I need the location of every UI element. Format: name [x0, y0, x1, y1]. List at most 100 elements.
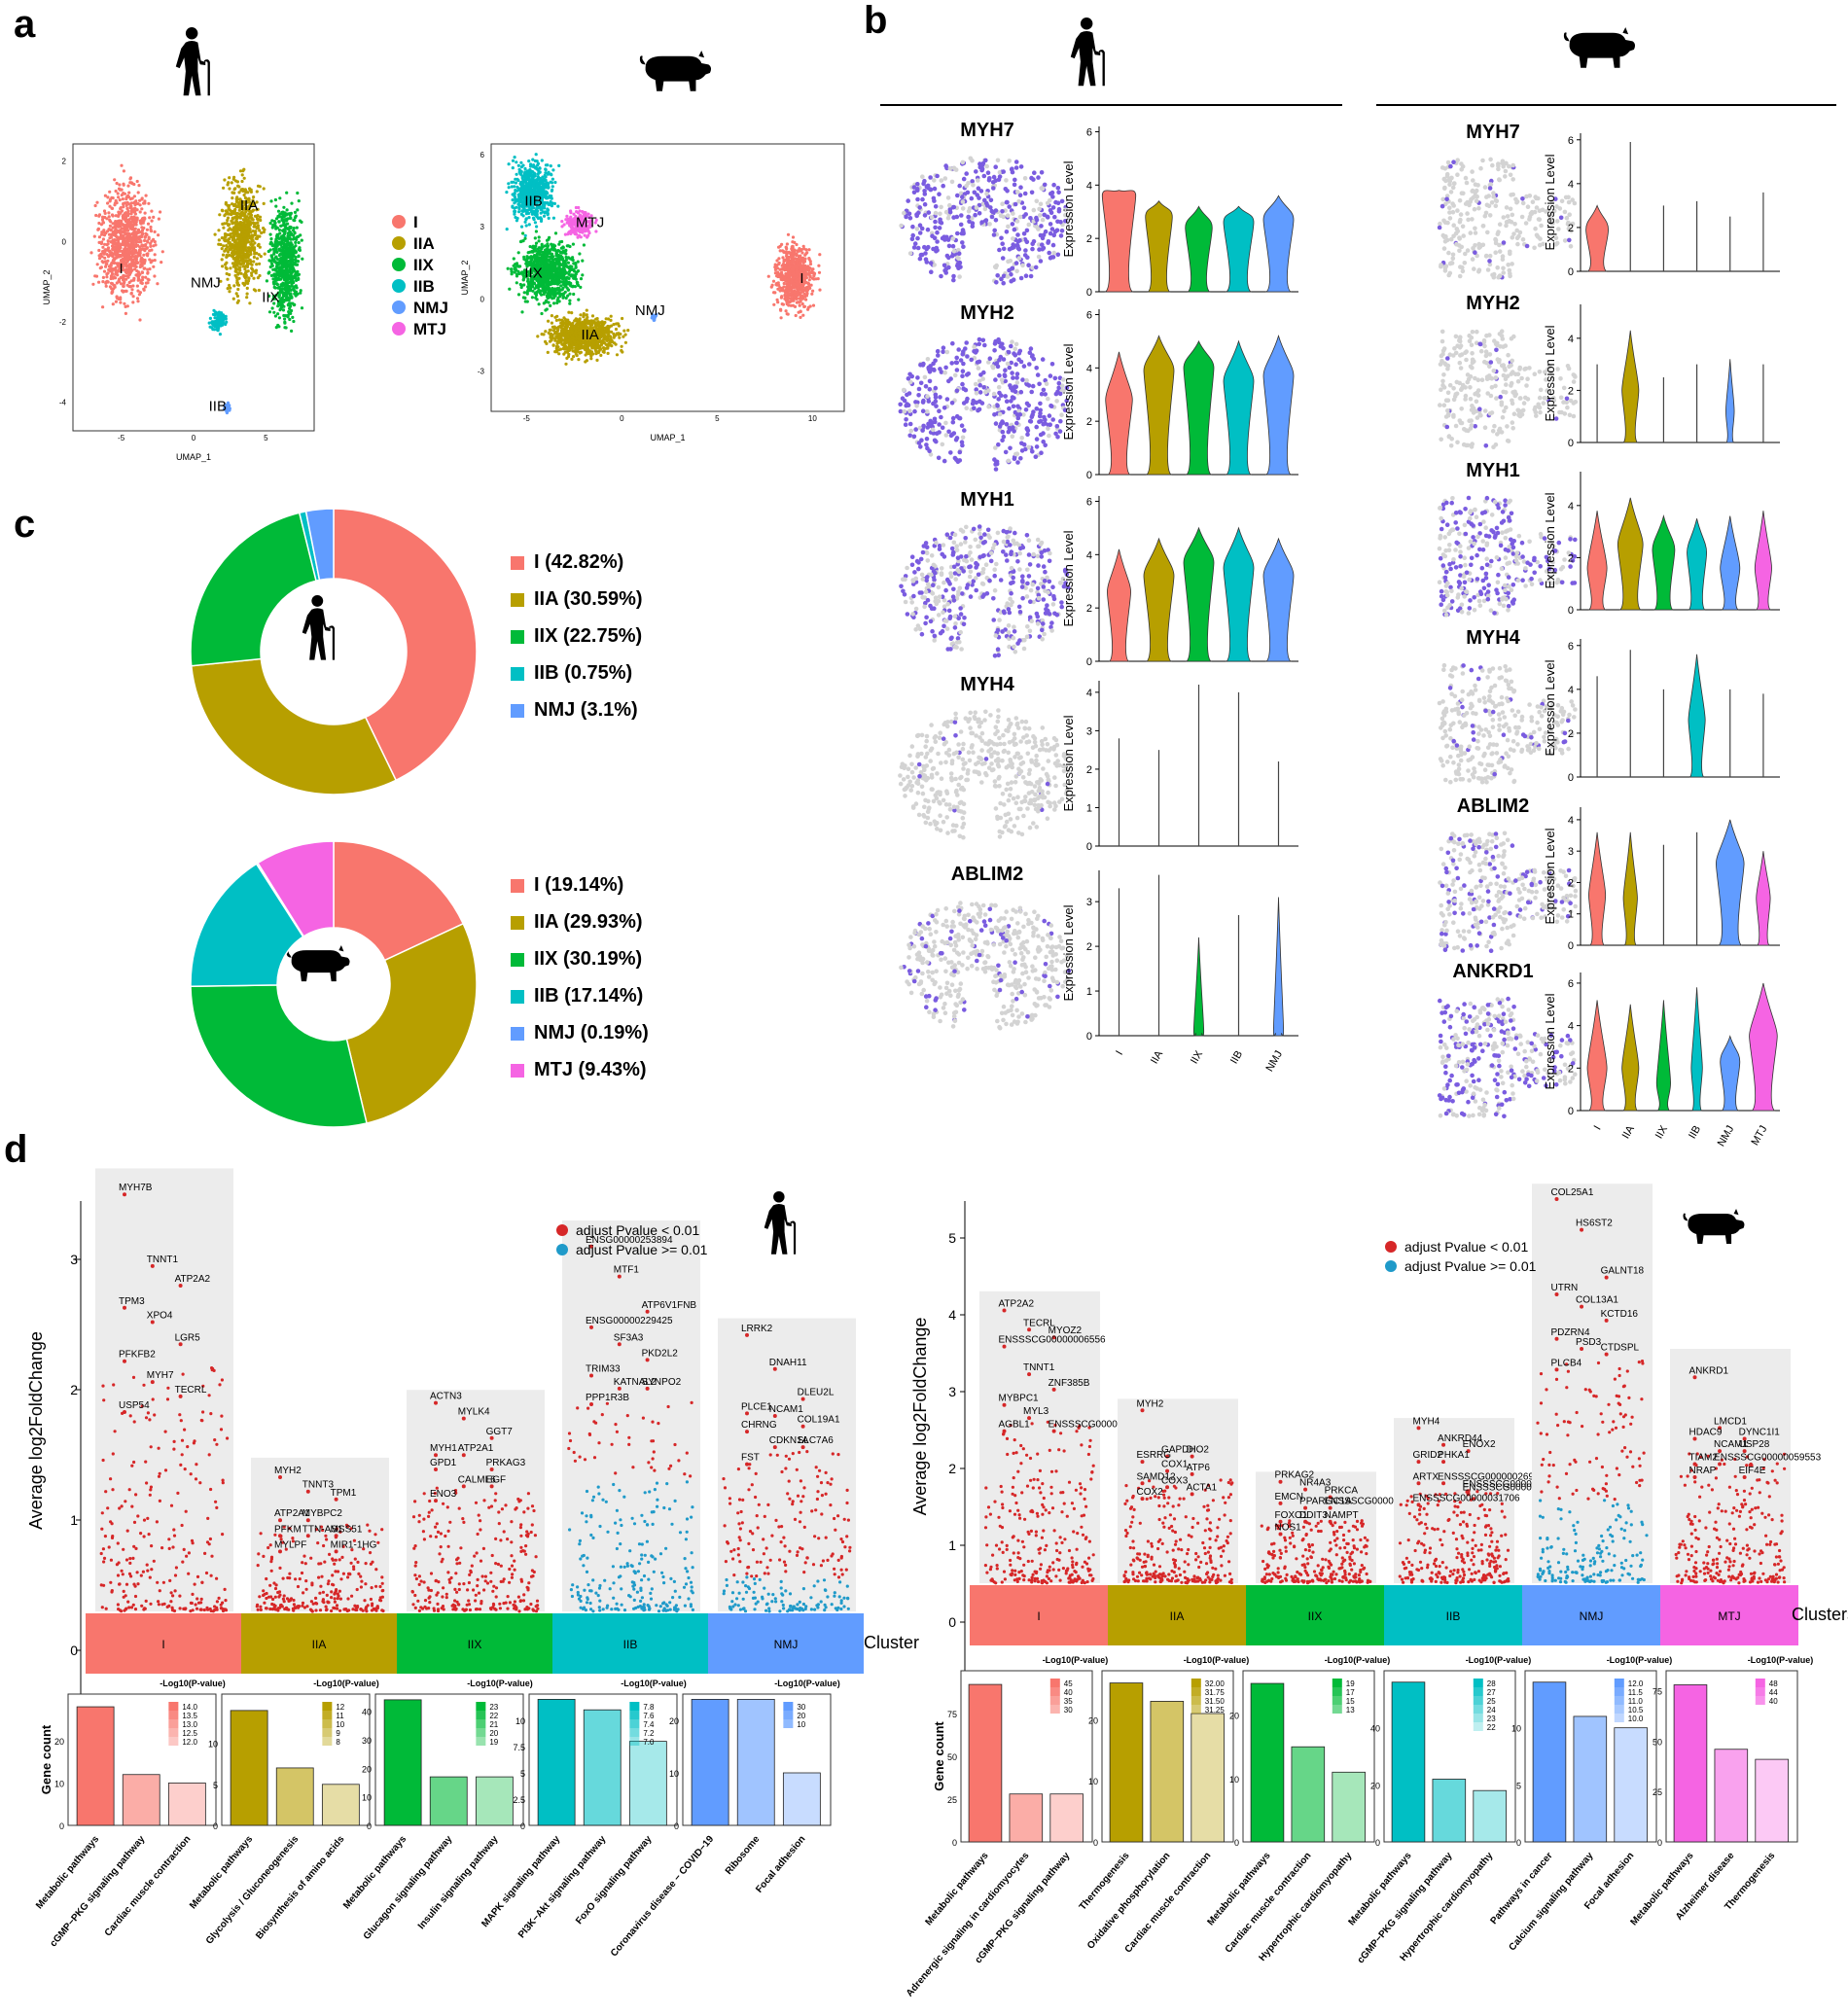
umap-point	[556, 272, 560, 277]
umap-point	[127, 195, 131, 199]
umap-point	[296, 191, 300, 195]
umap-point	[125, 226, 129, 230]
umap-point	[551, 188, 554, 192]
umap-point	[273, 275, 278, 279]
umap-point	[234, 228, 238, 231]
umap-point	[113, 238, 117, 242]
umap-point	[546, 212, 550, 216]
umap-point	[556, 286, 560, 290]
umap-point	[558, 240, 562, 244]
umap-point	[157, 233, 160, 237]
umap-point	[551, 292, 555, 296]
umap-point	[135, 262, 139, 265]
umap-point	[570, 357, 574, 361]
umap-xtick: 0	[192, 434, 196, 442]
umap-point	[114, 268, 118, 272]
umap-point	[248, 301, 252, 305]
umap-point	[217, 311, 221, 315]
umap-point	[294, 244, 298, 248]
umap-point	[231, 209, 235, 213]
umap-point	[601, 322, 605, 326]
umap-point	[273, 267, 277, 271]
umap-point	[550, 255, 553, 260]
panel-label-b: b	[864, 0, 887, 42]
umap-point	[514, 189, 517, 193]
umap-point	[608, 335, 613, 338]
umap-point	[521, 163, 525, 167]
umap-point	[291, 275, 295, 279]
umap-point	[101, 245, 105, 249]
umap-point	[145, 246, 149, 250]
umap-point	[515, 281, 518, 285]
umap-point	[238, 265, 242, 269]
umap-point	[126, 223, 130, 228]
umap-point	[563, 317, 567, 322]
umap-point	[551, 185, 554, 189]
umap-point	[604, 326, 608, 330]
umap-point	[269, 259, 273, 264]
umap-point	[228, 237, 231, 241]
umap-point	[529, 178, 533, 182]
umap-point	[119, 296, 123, 300]
umap-point	[118, 266, 122, 270]
umap-point	[516, 293, 521, 297]
umap-point	[100, 232, 104, 236]
umap-point	[564, 249, 568, 253]
umap-point	[221, 317, 225, 321]
umap-point	[134, 257, 139, 261]
umap-point	[521, 231, 525, 235]
umap-point	[115, 262, 119, 265]
umap-point	[283, 320, 287, 324]
umap-point	[559, 284, 563, 288]
umap-point	[255, 251, 259, 255]
umap-point	[229, 232, 232, 236]
umap-point	[148, 216, 152, 220]
umap-point	[513, 156, 516, 159]
umap-point	[290, 201, 294, 205]
umap-point	[567, 342, 571, 347]
umap-point	[131, 236, 135, 240]
umap-point	[560, 276, 564, 280]
umap-point	[110, 206, 114, 210]
umap-point	[285, 218, 289, 223]
umap-point	[537, 169, 541, 173]
umap-point	[112, 232, 116, 236]
umap-point	[103, 211, 107, 215]
umap-point	[576, 269, 581, 273]
umap-point	[281, 250, 285, 254]
umap-point	[99, 265, 103, 269]
umap-point	[551, 343, 555, 347]
umap-point	[576, 319, 580, 323]
umap-point	[590, 314, 595, 318]
umap-point	[515, 160, 518, 164]
umap-point	[132, 276, 136, 280]
umap-point	[523, 236, 527, 240]
umap-point	[248, 187, 252, 191]
umap-point	[552, 296, 556, 300]
umap-point	[294, 240, 298, 244]
umap-point	[583, 233, 586, 237]
umap-point	[147, 201, 151, 205]
umap-point	[528, 250, 532, 254]
umap-point	[103, 242, 107, 246]
umap-point	[286, 240, 290, 244]
umap-point	[605, 336, 609, 339]
umap-point	[268, 221, 272, 226]
umap-point	[551, 258, 555, 262]
umap-point	[515, 219, 519, 223]
umap-point	[578, 252, 582, 256]
umap-point	[233, 187, 237, 191]
umap-point	[538, 166, 542, 170]
umap-point	[142, 201, 146, 205]
umap-point	[152, 215, 156, 219]
umap-point	[529, 256, 533, 260]
umap-point	[132, 230, 136, 233]
umap-point	[523, 220, 527, 224]
umap-point	[149, 241, 153, 246]
umap-point	[510, 267, 514, 271]
umap-point	[122, 169, 125, 173]
umap-point	[221, 323, 225, 327]
umap-point	[131, 295, 135, 299]
umap-point	[244, 253, 248, 257]
umap-point	[100, 260, 104, 264]
